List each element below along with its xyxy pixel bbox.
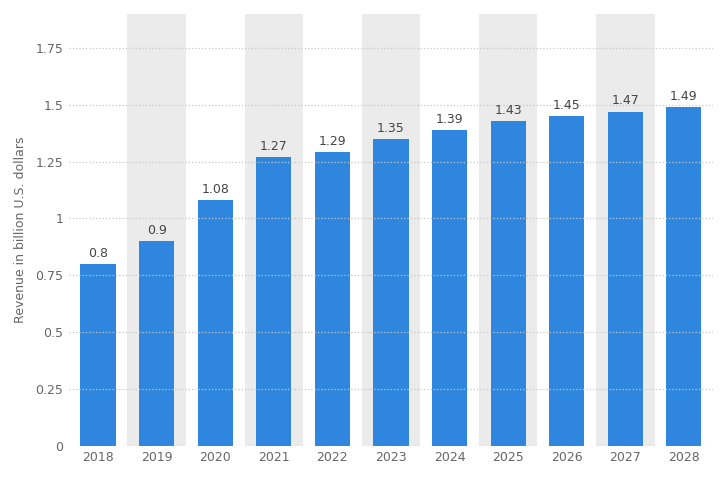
Bar (81, 264, 116, 445)
Bar (315, 152, 350, 445)
Bar (374, 139, 409, 445)
Bar (361, 14, 420, 445)
Bar (256, 157, 292, 445)
Bar (479, 14, 537, 445)
Bar (198, 200, 233, 445)
Text: 1.45: 1.45 (553, 99, 581, 112)
Bar (666, 107, 702, 445)
Bar (127, 14, 186, 445)
Bar (608, 111, 643, 445)
Bar (549, 116, 585, 445)
Bar (491, 120, 526, 445)
Bar (432, 130, 467, 445)
Text: 1.49: 1.49 (670, 90, 698, 103)
Bar (596, 14, 654, 445)
Text: 1.08: 1.08 (201, 183, 229, 196)
Text: 1.29: 1.29 (318, 135, 346, 148)
Bar (139, 241, 174, 445)
Text: 0.9: 0.9 (147, 224, 166, 237)
Text: 0.8: 0.8 (88, 247, 108, 260)
Text: 1.35: 1.35 (377, 122, 405, 135)
Text: 1.43: 1.43 (494, 104, 522, 117)
Y-axis label: Revenue in billion U.S. dollars: Revenue in billion U.S. dollars (14, 137, 27, 323)
Bar (244, 14, 303, 445)
Text: 1.47: 1.47 (611, 95, 639, 108)
Text: 1.39: 1.39 (435, 113, 463, 126)
Text: 1.27: 1.27 (260, 140, 288, 153)
